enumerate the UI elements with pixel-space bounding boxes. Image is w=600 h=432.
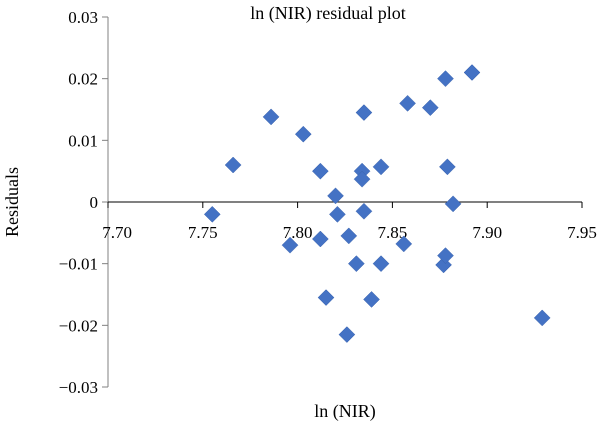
x-axis-title: ln (NIR) <box>314 401 376 422</box>
y-tick-label: −0.01 <box>59 255 98 274</box>
data-point <box>444 195 462 213</box>
data-point <box>363 291 380 308</box>
data-point <box>311 162 329 180</box>
data-point <box>329 205 346 223</box>
y-tick-label: −0.02 <box>59 316 98 335</box>
data-point <box>437 247 454 265</box>
data-point <box>463 64 481 81</box>
x-tick-label: 7.95 <box>567 223 597 242</box>
data-point <box>439 158 456 176</box>
chart-title: ln (NIR) residual plot <box>250 3 405 24</box>
x-tick-label: 7.80 <box>283 223 313 242</box>
x-tick-label: 7.85 <box>378 223 408 242</box>
data-point <box>355 202 373 220</box>
y-axis-title: Residuals <box>2 167 22 237</box>
data-point <box>395 235 413 253</box>
data-point <box>372 158 390 176</box>
data-point <box>262 108 280 126</box>
y-axis: 0.03 0.02 0.01 0 −0.01 −0.02 −0.03 <box>59 8 109 397</box>
data-point <box>281 236 299 254</box>
y-tick-label: 0.02 <box>68 70 98 89</box>
data-point <box>533 309 551 327</box>
y-tick-label: −0.03 <box>59 378 98 397</box>
data-point <box>348 255 365 273</box>
data-point <box>353 170 371 188</box>
y-tick-label: 0 <box>90 193 99 212</box>
data-point <box>399 94 416 112</box>
data-point <box>311 230 329 248</box>
y-tick-label: 0.03 <box>68 8 98 27</box>
data-points <box>203 64 551 343</box>
x-tick-label: 7.90 <box>472 223 502 242</box>
x-tick-label: 7.75 <box>188 223 218 242</box>
data-point <box>224 156 242 174</box>
data-point <box>421 99 439 117</box>
data-point <box>317 289 335 306</box>
data-point <box>372 255 390 273</box>
data-point <box>294 125 312 143</box>
data-point <box>203 205 221 223</box>
data-point <box>340 227 358 245</box>
y-tick-label: 0.01 <box>68 131 98 150</box>
data-point <box>338 326 356 343</box>
data-point <box>327 187 344 205</box>
x-tick-label: 7.70 <box>102 223 132 242</box>
data-point <box>355 104 373 121</box>
data-point <box>437 70 454 88</box>
